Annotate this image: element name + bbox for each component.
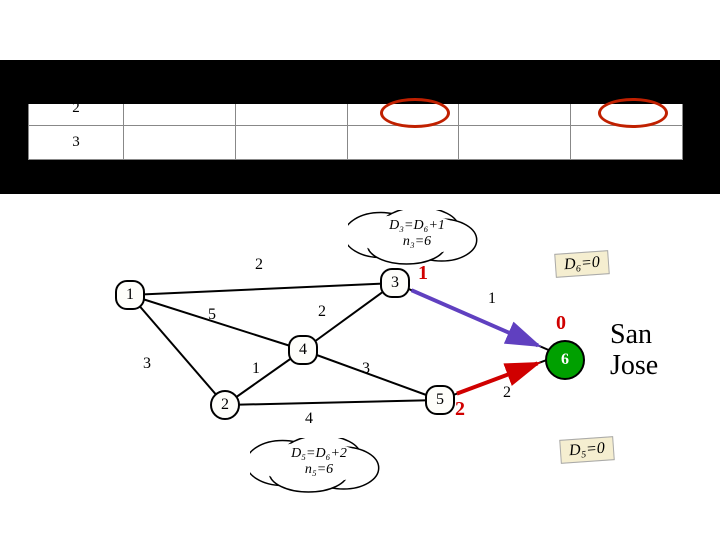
table-row: 3 (29, 125, 683, 159)
edge-weight: 3 (362, 360, 370, 378)
distance-label: D₆=0 (554, 250, 609, 278)
edge-weight: 1 (488, 290, 496, 308)
edge (303, 283, 395, 350)
graph-node-3: 3 (380, 268, 410, 298)
node-cell (124, 125, 236, 159)
highlight-arrow (457, 363, 538, 393)
graph-node-2: 2 (210, 390, 240, 420)
edge-weight: 2 (255, 256, 263, 274)
node-cell (347, 125, 459, 159)
graph-diagram: 123456 253142312 D₃=D₆+1n₃=6 D₅=D₆+2n₅=6… (0, 200, 720, 540)
graph-node-5: 5 (425, 385, 455, 415)
thought-cloud: D₃=D₆+1n₃=6 (348, 210, 478, 281)
edge-weight: 2 (503, 384, 511, 402)
node-cell (235, 125, 347, 159)
edge-weight: 4 (305, 410, 313, 428)
thought-cloud: D₅=D₆+2n₅=6 (250, 438, 380, 509)
edge (130, 283, 395, 295)
city-label: SanJose (610, 320, 658, 382)
graph-node-6: 6 (545, 340, 585, 380)
edge (303, 350, 440, 400)
cloud-formula: D₅=D₆+2n₅=6 (264, 446, 374, 478)
graph-node-4: 4 (288, 335, 318, 365)
computed-distance: 2 (455, 398, 465, 421)
edge-weight: 5 (208, 306, 216, 324)
edge-weight: 3 (143, 355, 151, 373)
computed-distance: 0 (556, 312, 566, 335)
edge (225, 400, 440, 405)
node-cell (571, 125, 683, 159)
computed-distance: 1 (418, 262, 428, 285)
edge (130, 295, 303, 350)
highlight-arrow (411, 290, 538, 345)
edge-weight: 2 (318, 303, 326, 321)
distance-label: D₅=0 (559, 436, 614, 464)
iteration-cell: 3 (29, 125, 124, 159)
cloud-formula: D₃=D₆+1n₃=6 (362, 218, 472, 250)
node-cell (459, 125, 571, 159)
edge-weight: 1 (252, 360, 260, 378)
graph-node-1: 1 (115, 280, 145, 310)
